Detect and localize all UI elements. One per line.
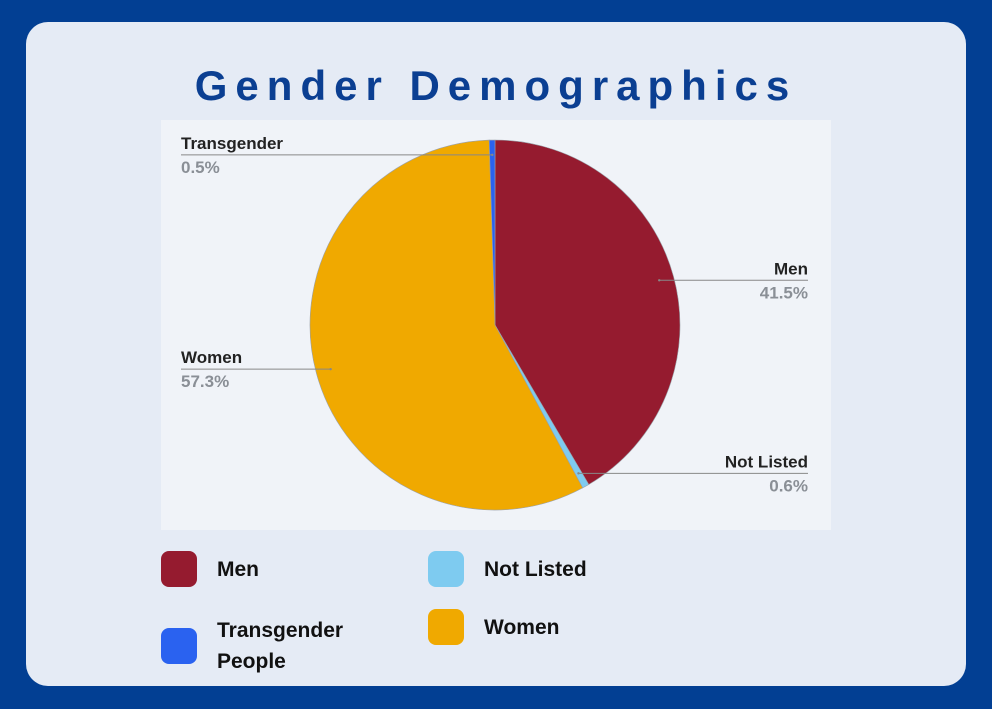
slice-value-label: 0.5%	[181, 158, 220, 177]
slice-label: Men	[774, 259, 808, 278]
legend-label: Not Listed	[484, 557, 587, 581]
slice-label: Women	[181, 348, 242, 367]
legend-item: Transgender People	[161, 615, 377, 677]
pie-slice	[494, 139, 681, 485]
pie-slice	[309, 139, 584, 511]
slice-value-label: 41.5%	[760, 283, 808, 302]
legend-item: Men	[161, 551, 377, 587]
slice-label: Not Listed	[725, 452, 808, 471]
legend-swatch	[161, 628, 197, 664]
leader-dot	[329, 367, 332, 371]
leader-dot	[658, 279, 661, 282]
legend-swatch	[428, 551, 464, 587]
slice-label: Transgender	[181, 134, 283, 153]
slice-value-label: 0.6%	[769, 476, 808, 495]
legend-swatch	[161, 551, 197, 587]
slice-value-label: 57.3%	[181, 372, 229, 391]
legend-label: Women	[484, 615, 560, 639]
legend-swatch	[428, 609, 464, 645]
pie-slice	[488, 139, 496, 326]
leader-dot	[491, 153, 494, 157]
legend-label: Men	[217, 557, 259, 581]
legend-item: Not Listed	[428, 551, 644, 587]
legend-item: Women	[428, 609, 644, 645]
legend-label: Transgender People	[217, 619, 344, 673]
chart-title: Gender Demographics	[194, 62, 798, 109]
leader-dot	[577, 472, 580, 475]
